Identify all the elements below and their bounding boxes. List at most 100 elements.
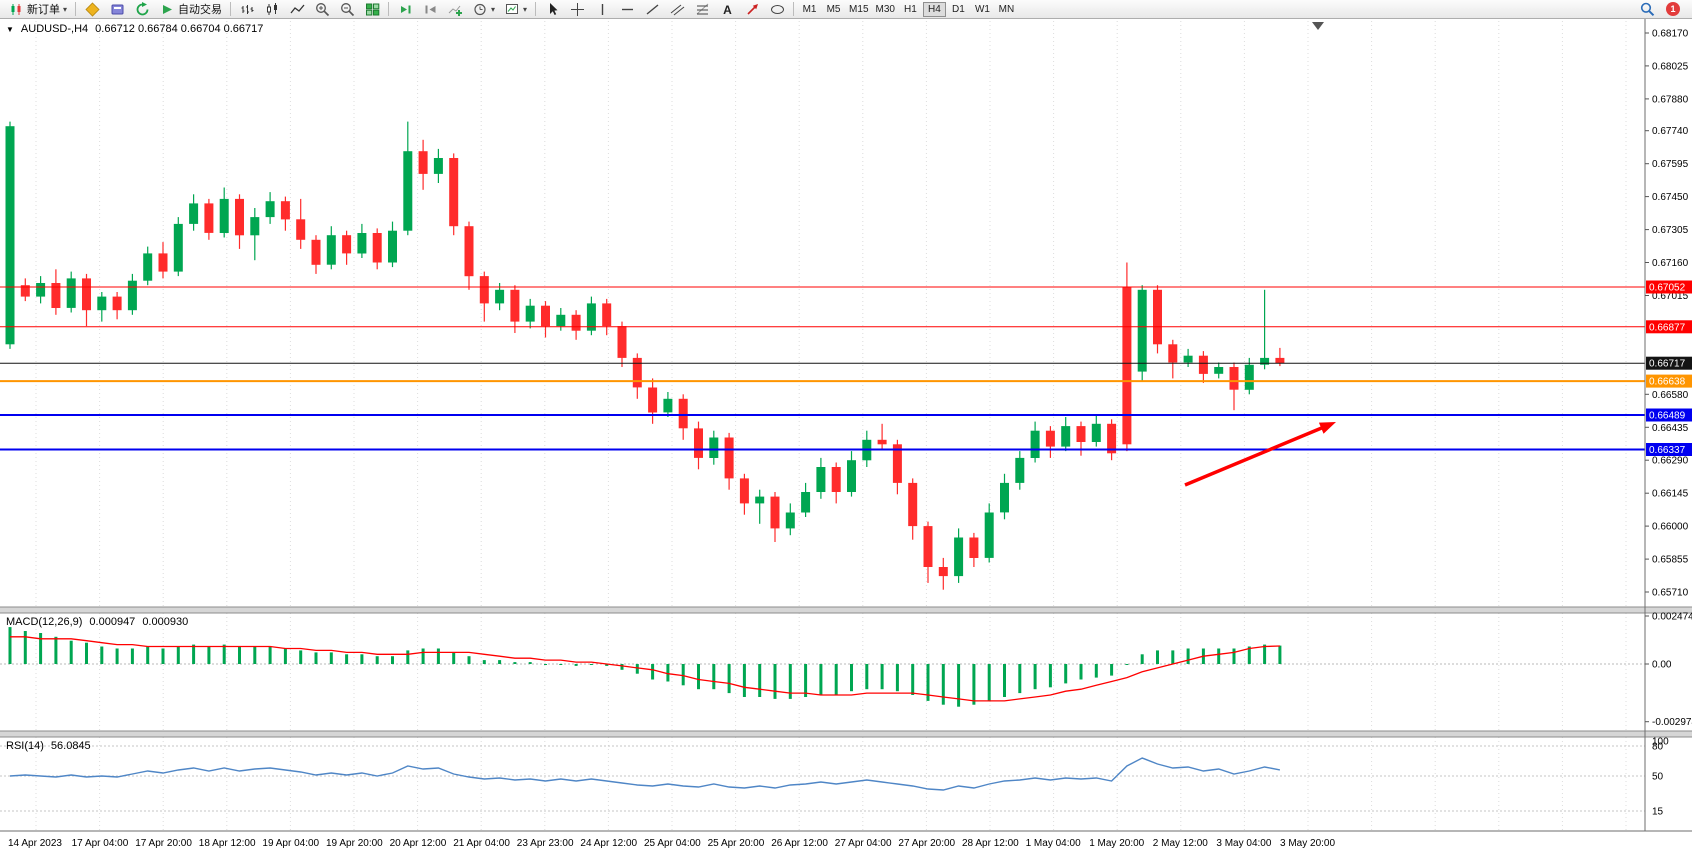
timeframe-M30[interactable]: M30 bbox=[873, 2, 898, 17]
rsi-indicator bbox=[0, 745, 1645, 812]
zoom-in-button[interactable] bbox=[310, 1, 334, 18]
candlestick-chart-icon bbox=[264, 2, 280, 17]
indicators-button[interactable] bbox=[443, 1, 467, 18]
trendline-button[interactable] bbox=[640, 1, 664, 18]
cursor-button[interactable] bbox=[540, 1, 564, 18]
candlestick-series bbox=[5, 121, 1285, 590]
svg-text:0.65855: 0.65855 bbox=[1652, 555, 1689, 566]
svg-text:17 Apr 04:00: 17 Apr 04:00 bbox=[72, 838, 129, 849]
fibonacci-button[interactable] bbox=[690, 1, 714, 18]
metaeditor-button[interactable] bbox=[80, 1, 104, 18]
trendline-icon bbox=[644, 2, 660, 17]
svg-text:19 Apr 20:00: 19 Apr 20:00 bbox=[326, 838, 383, 849]
arrows-button[interactable] bbox=[740, 1, 764, 18]
timeframe-H4[interactable]: H4 bbox=[922, 1, 946, 17]
arrows-icon bbox=[744, 2, 760, 17]
autotrading-button[interactable]: 自动交易 bbox=[155, 1, 226, 18]
line-chart-button[interactable] bbox=[285, 1, 309, 18]
tile-windows-icon bbox=[364, 2, 380, 17]
toolbar-group-navigation: ▾ ▾ bbox=[393, 1, 531, 18]
trend-arrow-object[interactable] bbox=[1184, 422, 1336, 487]
periods-button[interactable]: ▾ bbox=[468, 1, 499, 18]
svg-text:21 Apr 04:00: 21 Apr 04:00 bbox=[453, 838, 510, 849]
svg-text:100: 100 bbox=[1652, 737, 1669, 748]
svg-text:25 Apr 04:00: 25 Apr 04:00 bbox=[644, 838, 701, 849]
search-button[interactable] bbox=[1635, 1, 1659, 18]
svg-text:0.65710: 0.65710 bbox=[1652, 588, 1689, 599]
chart-canvas[interactable]: 0.68170 0.68025 0.67880 0.67740 0.67595 0.674… bbox=[0, 19, 1692, 853]
svg-text:0.002474: 0.002474 bbox=[1652, 612, 1692, 623]
tile-windows-button[interactable] bbox=[360, 1, 384, 18]
refresh-button[interactable] bbox=[130, 1, 154, 18]
panel-splitter[interactable] bbox=[0, 606, 1692, 614]
svg-text:0.66638: 0.66638 bbox=[1649, 377, 1686, 388]
autotrading-icon bbox=[159, 2, 175, 17]
svg-text:0.67160: 0.67160 bbox=[1652, 258, 1689, 269]
channel-button[interactable] bbox=[665, 1, 689, 18]
bar-chart-icon bbox=[239, 2, 255, 17]
toolbar-separator bbox=[230, 2, 232, 16]
candlestick-chart-button[interactable] bbox=[260, 1, 284, 18]
periods-icon bbox=[472, 2, 488, 17]
toolbar-separator bbox=[535, 2, 537, 16]
one-click-trading-toggle[interactable]: ▼ bbox=[6, 24, 14, 34]
vertical-line-button[interactable] bbox=[590, 1, 614, 18]
horizontal-line-objects bbox=[0, 286, 1645, 451]
templates-button[interactable]: ▾ bbox=[500, 1, 531, 18]
toolbar-group-drawing: A bbox=[540, 1, 789, 18]
price-scale[interactable]: 0.68170 0.68025 0.67880 0.67740 0.67595 0.674… bbox=[1644, 19, 1692, 831]
svg-text:0.66435: 0.66435 bbox=[1652, 423, 1689, 434]
fibonacci-icon bbox=[694, 2, 710, 17]
notification-badge[interactable]: 1 bbox=[1666, 2, 1680, 16]
autotrading-label: 自动交易 bbox=[178, 4, 223, 16]
svg-text:0.67450: 0.67450 bbox=[1652, 192, 1689, 203]
zoom-out-button[interactable] bbox=[335, 1, 359, 18]
new-order-button[interactable]: 新订单 ▾ bbox=[4, 1, 71, 18]
text-button[interactable]: A bbox=[715, 1, 739, 18]
chart-shift-marker[interactable] bbox=[1312, 22, 1324, 30]
timeframe-MN[interactable]: MN bbox=[995, 2, 1018, 17]
svg-text:0.67740: 0.67740 bbox=[1652, 126, 1689, 137]
autoscroll-button[interactable] bbox=[393, 1, 417, 18]
bar-chart-button[interactable] bbox=[235, 1, 259, 18]
svg-text:17 Apr 20:00: 17 Apr 20:00 bbox=[135, 838, 192, 849]
svg-text:0.00: 0.00 bbox=[1652, 660, 1672, 671]
svg-text:0.67305: 0.67305 bbox=[1652, 225, 1689, 236]
indicators-icon bbox=[447, 2, 463, 17]
svg-text:15: 15 bbox=[1652, 807, 1664, 818]
panel-splitter[interactable] bbox=[0, 730, 1692, 738]
toolbar-group-timeframes: M1 M5 M15 M30 H1 H4 D1 W1 MN bbox=[798, 1, 1018, 17]
zoom-in-icon bbox=[314, 2, 330, 17]
timeframe-W1[interactable]: W1 bbox=[971, 2, 994, 17]
text-icon: A bbox=[719, 2, 735, 17]
channel-icon bbox=[669, 2, 685, 17]
svg-text:50: 50 bbox=[1652, 772, 1664, 783]
zoom-out-icon bbox=[339, 2, 355, 17]
chart-shift-button[interactable] bbox=[418, 1, 442, 18]
price-tag-0.66489: 0.66489 bbox=[1646, 408, 1692, 422]
timeframe-D1[interactable]: D1 bbox=[947, 2, 970, 17]
crosshair-button[interactable] bbox=[565, 1, 589, 18]
new-order-label: 新订单 bbox=[27, 4, 60, 16]
horizontal-line-button[interactable] bbox=[615, 1, 639, 18]
crosshair-icon bbox=[569, 2, 585, 17]
profiles-button[interactable] bbox=[105, 1, 129, 18]
autoscroll-icon bbox=[397, 2, 413, 17]
shapes-button[interactable] bbox=[765, 1, 789, 18]
timeframe-M1[interactable]: M1 bbox=[798, 2, 821, 17]
svg-text:0.66145: 0.66145 bbox=[1652, 489, 1689, 500]
timeframe-M5[interactable]: M5 bbox=[822, 2, 845, 17]
time-axis[interactable]: 14 Apr 2023 17 Apr 04:00 17 Apr 20:00 18 Ap… bbox=[0, 830, 1692, 849]
toolbar-right: 1 bbox=[1635, 1, 1688, 18]
svg-text:24 Apr 12:00: 24 Apr 12:00 bbox=[580, 838, 637, 849]
svg-text:3 May 20:00: 3 May 20:00 bbox=[1280, 838, 1335, 849]
timeframe-H1[interactable]: H1 bbox=[899, 2, 922, 17]
svg-text:1 May 20:00: 1 May 20:00 bbox=[1089, 838, 1144, 849]
timeframe-M15[interactable]: M15 bbox=[846, 2, 871, 17]
svg-text:25 Apr 20:00: 25 Apr 20:00 bbox=[708, 838, 765, 849]
svg-text:0.67595: 0.67595 bbox=[1652, 159, 1689, 170]
toolbar: 新订单 ▾ 自动交易 ▾ ▾ A M1 M5 M15 M30 H1 H4 D1 W1 MN 1 bbox=[0, 0, 1692, 19]
chart-area[interactable]: 0.68170 0.68025 0.67880 0.67740 0.67595 0.674… bbox=[0, 19, 1692, 853]
svg-text:0.66290: 0.66290 bbox=[1652, 456, 1689, 467]
